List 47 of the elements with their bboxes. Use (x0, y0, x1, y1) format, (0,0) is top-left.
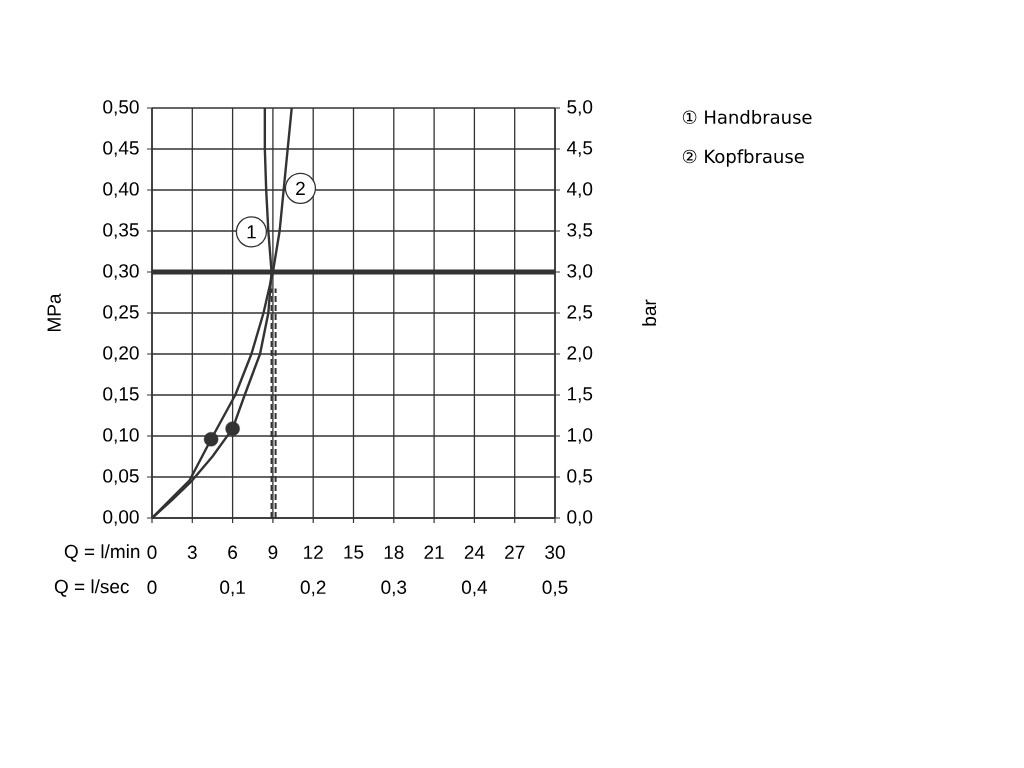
x-axis-title: Q = l/min (64, 544, 140, 562)
y-tick-label: 0,20 (103, 346, 139, 362)
x-tick-label: 15 (344, 545, 364, 559)
x-tick-label: 6 (228, 545, 238, 559)
x-tick-label: 21 (424, 545, 444, 559)
y-tick-label: 0,15 (103, 387, 139, 403)
x2-tick-label: 0,5 (542, 580, 568, 597)
x2-tick-label: 0,4 (461, 580, 488, 597)
text: ② Kopfbrause (682, 149, 804, 167)
y2-tick-label: 4,5 (566, 141, 593, 157)
x-tick-label: 30 (545, 545, 565, 559)
y2-tick-label: 2,5 (567, 305, 593, 321)
x-tick-label: 9 (268, 545, 278, 559)
y-tick-label: 0,45 (103, 141, 139, 157)
y-tick-label: 0,00 (103, 510, 139, 526)
y-tick-label: 0,10 (103, 428, 139, 444)
y2-tick-label: 0,5 (567, 469, 593, 485)
y2-axis-title: bar (642, 299, 657, 326)
x2-tick-label: 0,2 (300, 580, 326, 597)
y2-tick-label: 3,0 (567, 264, 593, 280)
y2-tick-label: 0,0 (567, 510, 593, 526)
y2-tick-label: 4,0 (566, 182, 593, 198)
y-tick-label: 0,40 (103, 182, 139, 198)
text: ① Handbrause (682, 110, 812, 124)
x2-tick-label: 0,1 (220, 580, 245, 597)
x2-axis-title: Q = l/sec (54, 579, 129, 597)
x-tick-label: 12 (304, 545, 323, 559)
y-tick-label: 0,30 (103, 264, 139, 280)
y-tick-label: 0,05 (103, 469, 139, 485)
y2-tick-label: 1,5 (567, 387, 593, 403)
y-tick-label: 0,35 (103, 223, 139, 239)
x-tick-label: 24 (464, 545, 485, 559)
x-tick-label: 27 (505, 545, 525, 559)
y2-tick-label: 2,0 (567, 346, 593, 362)
y2-tick-label: 3,5 (567, 223, 593, 239)
x-tick-label: 3 (187, 545, 197, 559)
y-axis-title: MPa (47, 293, 61, 331)
annotation: 2 (296, 181, 305, 195)
x-tick-label: 0 (147, 545, 157, 559)
y2-tick-label: 5,0 (567, 100, 593, 116)
y-tick-label: 0,25 (103, 305, 139, 321)
annotation: 1 (247, 225, 256, 239)
y-tick-label: 0,50 (103, 100, 139, 116)
x2-tick-label: 0 (147, 580, 157, 594)
x2-tick-label: 0,3 (381, 580, 407, 597)
y2-tick-label: 1,0 (567, 428, 593, 444)
x-tick-label: 18 (384, 545, 404, 559)
